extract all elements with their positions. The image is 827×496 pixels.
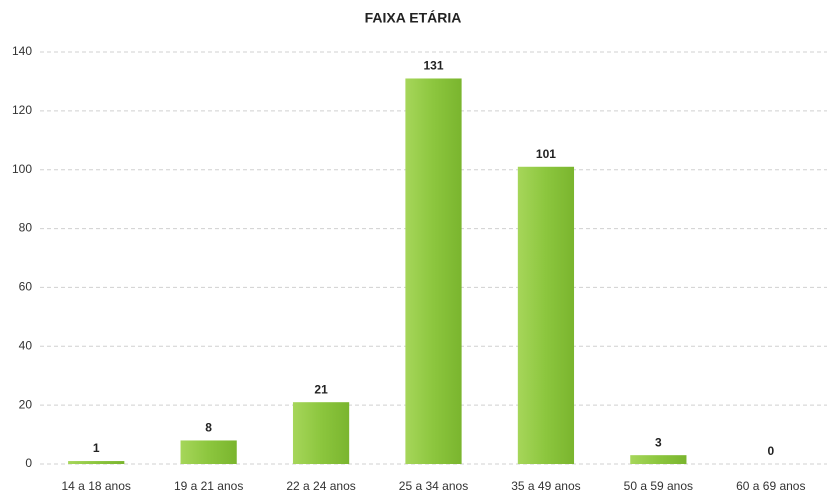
x-tick-label: 14 a 18 anos <box>62 479 131 493</box>
bar <box>517 166 575 464</box>
y-tick-label: 140 <box>12 44 32 58</box>
y-tick-label: 0 <box>25 456 32 470</box>
bar <box>180 440 237 464</box>
y-tick-label: 100 <box>12 162 32 176</box>
y-tick-label: 80 <box>19 221 33 235</box>
y-tick-label: 20 <box>19 397 33 411</box>
data-label: 1 <box>93 441 100 455</box>
bar <box>292 402 350 464</box>
x-tick-label: 60 a 69 anos <box>736 479 805 493</box>
y-tick-label: 120 <box>12 103 32 117</box>
bar <box>68 461 125 464</box>
y-tick-label: 40 <box>19 338 33 352</box>
x-tick-label: 22 a 24 anos <box>286 479 355 493</box>
chart-title: FAIXA ETÁRIA <box>365 10 462 26</box>
x-tick-label: 25 a 34 anos <box>399 479 468 493</box>
bar <box>630 455 687 464</box>
bar <box>405 78 462 464</box>
data-label: 0 <box>767 444 774 458</box>
data-label: 8 <box>205 421 212 435</box>
x-tick-label: 35 a 49 anos <box>511 479 580 493</box>
data-label: 131 <box>423 59 443 73</box>
data-label: 3 <box>655 435 662 449</box>
data-label: 21 <box>314 382 328 396</box>
data-label: 101 <box>536 147 556 161</box>
x-tick-label: 19 a 21 anos <box>174 479 243 493</box>
y-tick-label: 60 <box>19 280 33 294</box>
x-tick-label: 50 a 59 anos <box>624 479 693 493</box>
